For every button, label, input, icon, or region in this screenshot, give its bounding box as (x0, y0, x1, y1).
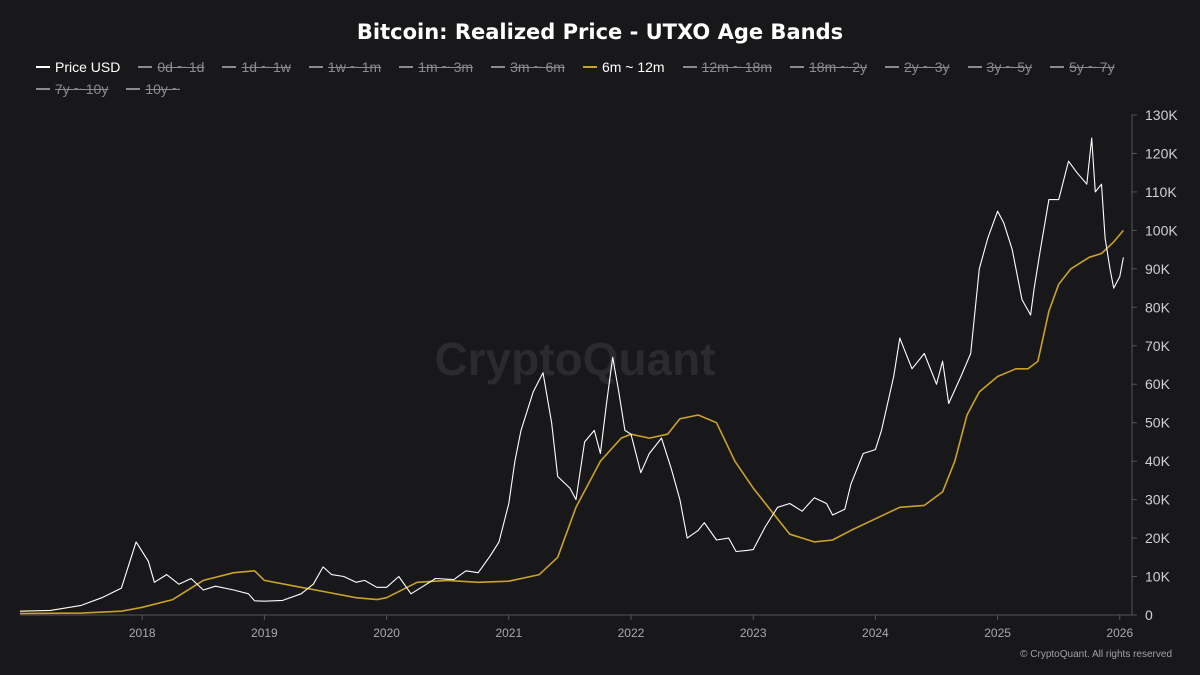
legend-label: 10y ~ (145, 81, 180, 97)
legend-swatch-icon (1050, 66, 1065, 68)
legend-label: 6m ~ 12m (601, 59, 665, 75)
legend-label: 1d ~ 1w (241, 59, 291, 75)
legend-label: 18m ~ 2y (809, 59, 867, 75)
legend-label: 0d ~ 1d (157, 59, 205, 75)
legend-swatch-icon (222, 66, 237, 68)
legend-item[interactable]: 7y ~ 10y (36, 80, 108, 98)
y-tick-label: 60K (1145, 376, 1171, 392)
y-tick-label: 0 (1145, 607, 1153, 623)
legend-item[interactable]: 1d ~ 1w (222, 58, 291, 76)
legend-swatch-icon (885, 66, 899, 68)
legend-label: 2y ~ 3y (904, 59, 950, 75)
legend-swatch-icon (138, 66, 153, 68)
y-tick-label: 110K (1145, 184, 1177, 200)
legend-item[interactable]: 0d ~ 1d (138, 58, 204, 76)
legend-item[interactable]: 6m ~ 12m (582, 58, 665, 76)
x-tick-label: 2024 (862, 626, 889, 640)
legend-label: 1m ~ 3m (418, 59, 474, 75)
y-tick-label: 90K (1145, 261, 1171, 277)
x-tick-label: 2018 (129, 626, 156, 640)
legend-item[interactable]: 10y ~ (126, 80, 180, 98)
legend: Price USD 0d ~ 1d 1d ~ 1w 1w ~ 1m 1m ~ 3m 3m … (36, 58, 1176, 98)
legend-swatch-icon (308, 66, 323, 68)
legend-label: 12m ~ 18m (701, 59, 773, 75)
x-tick-label: 2020 (373, 626, 400, 640)
y-axis: 0 10K 20K 30K 40K 50K 60K 70K 80K 90K 100K 110K 120K… (1132, 107, 1178, 623)
y-tick-label: 20K (1145, 530, 1171, 546)
legend-swatch-icon (790, 66, 805, 68)
plot-lines (19, 137, 1125, 615)
legend-item[interactable]: 5y ~ 7y (1050, 58, 1115, 76)
legend-label: 1w ~ 1m (327, 59, 382, 75)
legend-item[interactable]: 1m ~ 3m (399, 58, 473, 76)
legend-swatch-icon (682, 66, 697, 68)
legend-label: 3m ~ 6m (510, 59, 565, 75)
x-tick-label: 2026 (1106, 626, 1133, 640)
legend-label: 7y ~ 10y (55, 81, 109, 97)
legend-item[interactable]: Price USD (36, 58, 120, 76)
y-tick-label: 100K (1145, 222, 1178, 238)
x-tick-label: 2019 (251, 626, 278, 640)
y-tick-label: 10K (1145, 569, 1171, 585)
copyright-text: © CryptoQuant. All rights reserved (1020, 649, 1172, 660)
x-tick-label: 2023 (740, 626, 767, 640)
legend-item[interactable]: 18m ~ 2y (790, 58, 867, 76)
legend-swatch-icon (36, 66, 50, 68)
legend-swatch-icon (126, 88, 141, 90)
legend-swatch-icon (491, 66, 506, 68)
y-tick-label: 120K (1145, 145, 1178, 161)
x-tick-label: 2025 (984, 626, 1011, 640)
y-tick-label: 70K (1145, 338, 1171, 354)
y-tick-label: 40K (1145, 453, 1171, 469)
legend-item[interactable]: 12m ~ 18m (682, 58, 773, 76)
x-axis: 2018 2019 2020 2021 2022 2023 2024 2025 2026 (129, 615, 1133, 640)
chart-title: Bitcoin: Realized Price - UTXO Age Bands (356, 20, 844, 44)
y-tick-label: 30K (1145, 492, 1171, 508)
legend-label: 3y ~ 5y (986, 59, 1033, 75)
x-tick-label: 2022 (618, 626, 645, 640)
watermark-text: CryptoQuant (434, 333, 715, 385)
legend-item[interactable]: 1w ~ 1m (308, 58, 382, 76)
y-tick-label: 130K (1145, 107, 1178, 123)
legend-item[interactable]: 2y ~ 3y (885, 58, 950, 76)
y-tick-label: 80K (1145, 299, 1171, 315)
legend-swatch-icon (36, 88, 50, 90)
y-tick-label: 50K (1145, 415, 1171, 431)
legend-label: Price USD (55, 59, 121, 75)
legend-label: 5y ~ 7y (1069, 59, 1115, 75)
legend-item[interactable]: 3y ~ 5y (967, 58, 1033, 76)
legend-swatch-icon (967, 66, 982, 68)
series-line-price-usd (19, 137, 1124, 612)
series-line-6m-12m (19, 229, 1125, 615)
legend-swatch-icon (399, 66, 414, 68)
legend-item[interactable]: 3m ~ 6m (491, 58, 565, 76)
legend-swatch-icon (582, 66, 597, 68)
x-tick-label: 2021 (495, 626, 522, 640)
